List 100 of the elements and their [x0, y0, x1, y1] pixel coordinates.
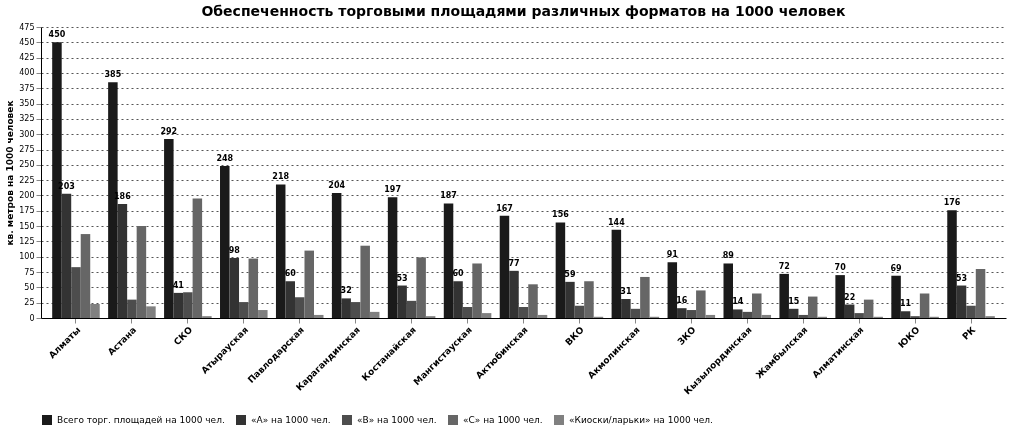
bar [397, 285, 407, 318]
bar [723, 263, 733, 318]
bar [696, 290, 706, 318]
data-label: 176 [943, 198, 961, 208]
legend-label: Всего торг. площадей на 1000 чел. [57, 415, 225, 425]
y-tick-label: 175 [19, 206, 35, 216]
bar [61, 193, 72, 318]
bar [258, 310, 268, 318]
y-tick-label: 425 [19, 53, 35, 63]
bar [509, 270, 519, 318]
bar [574, 305, 585, 318]
data-label: 187 [440, 191, 457, 201]
bar [146, 306, 156, 318]
data-label: 385 [104, 70, 122, 80]
bar [584, 281, 594, 318]
bar [807, 296, 818, 318]
legend-label: «С» на 1000 чел. [463, 415, 543, 425]
data-label: 218 [272, 172, 290, 182]
y-tick-label: 100 [19, 252, 35, 262]
x-tick-label: РК [960, 324, 978, 342]
y-tick-label: 25 [24, 298, 35, 308]
bar [481, 313, 492, 318]
data-label: 11 [900, 299, 912, 309]
bar [621, 299, 631, 318]
data-label: 204 [328, 181, 346, 191]
bar [173, 292, 184, 318]
bar [742, 311, 753, 318]
y-tick-label: 375 [19, 83, 35, 93]
legend-label: «А» на 1000 чел. [251, 415, 331, 425]
bar [314, 314, 324, 318]
bar [947, 210, 957, 318]
data-label: 60 [452, 269, 465, 279]
data-label: 450 [48, 30, 66, 40]
bar [900, 311, 911, 318]
bar [844, 304, 855, 318]
bar [462, 306, 473, 318]
bar [416, 257, 426, 318]
bar [220, 166, 230, 318]
data-label: 16 [676, 296, 688, 306]
bar [406, 300, 417, 318]
y-tick-label: 200 [19, 190, 35, 200]
y-tick-label: 450 [19, 37, 35, 47]
y-tick-label: 225 [19, 175, 35, 185]
bar [630, 308, 641, 318]
data-label: 60 [284, 269, 297, 279]
bar [788, 308, 799, 318]
data-label: 72 [778, 261, 790, 271]
bar [761, 314, 772, 318]
data-label: 248 [216, 154, 234, 164]
bar [966, 305, 976, 318]
bar [854, 313, 864, 318]
bar [443, 203, 454, 318]
y-tick-label: 350 [19, 99, 35, 109]
y-tick-label: 475 [19, 22, 35, 32]
chart-title: Обеспеченность торговыми площадями различных форматов на 1000 человек [201, 3, 847, 19]
bar [387, 197, 398, 318]
bar [294, 297, 305, 318]
legend-label: «В» на 1000 чел. [357, 415, 437, 425]
bar [555, 222, 566, 318]
y-tick-label: 50 [24, 282, 35, 292]
bar [90, 303, 100, 318]
bar [136, 226, 147, 318]
y-tick-label: 0 [29, 313, 35, 323]
y-tick-label: 125 [19, 236, 35, 246]
bar [705, 314, 716, 318]
bar [975, 268, 986, 318]
bar [304, 250, 314, 318]
y-tick-label: 150 [19, 221, 35, 231]
bar [369, 311, 380, 318]
bar [164, 139, 174, 318]
bar [919, 293, 930, 318]
bar [835, 275, 845, 318]
bar [248, 258, 259, 318]
y-axis-title: кв. метров на 1000 человек [5, 100, 16, 246]
legend-label: «Киоски/ларьки» на 1000 чел. [569, 415, 713, 425]
bar [117, 204, 128, 318]
bar [127, 299, 137, 318]
data-label: 69 [890, 263, 903, 273]
data-label: 70 [834, 263, 847, 273]
y-tick-label: 300 [19, 129, 35, 139]
bar [341, 298, 351, 318]
bar [863, 299, 874, 318]
bar [285, 281, 295, 318]
bar [752, 293, 762, 318]
data-label: 14 [732, 297, 744, 307]
bar [192, 198, 203, 318]
y-tick-label: 400 [19, 68, 35, 78]
data-label: 15 [788, 296, 800, 306]
bar [611, 229, 622, 318]
y-tick-label: 75 [24, 267, 35, 277]
data-label: 41 [172, 280, 185, 290]
bar [499, 215, 510, 318]
bar [686, 310, 697, 318]
bar [350, 302, 361, 318]
data-label: 77 [508, 258, 520, 268]
data-label: 167 [496, 203, 513, 213]
data-label: 156 [552, 210, 570, 220]
data-label: 292 [160, 127, 178, 137]
bar [798, 314, 808, 318]
bar [472, 263, 482, 318]
